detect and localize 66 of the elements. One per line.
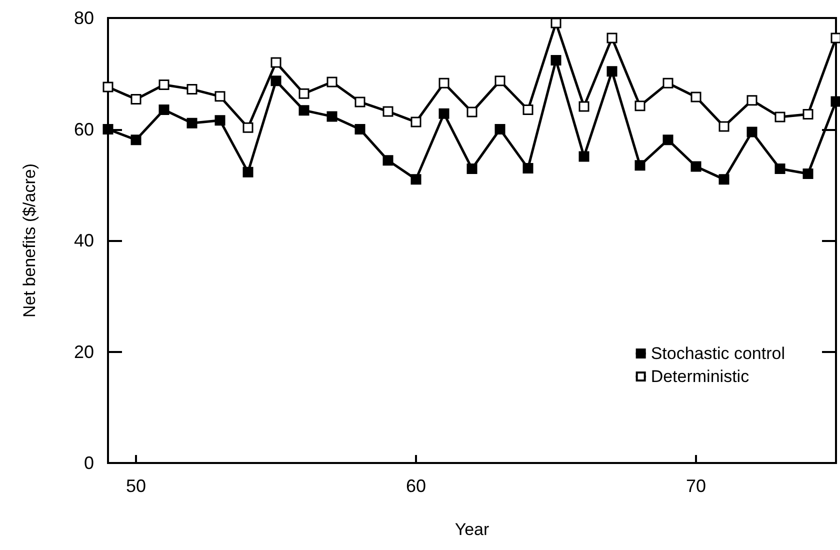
point xyxy=(186,118,198,128)
point xyxy=(298,88,310,99)
point xyxy=(746,95,758,106)
legend-label: Stochastic control xyxy=(650,344,786,363)
x-tick-label: 50 xyxy=(126,476,146,496)
x-tick-label: 60 xyxy=(406,476,426,496)
point xyxy=(214,91,226,102)
point xyxy=(382,155,394,166)
y-tick-label: 60 xyxy=(74,119,94,140)
point xyxy=(158,104,170,116)
point xyxy=(746,126,758,138)
x-tick-label: 70 xyxy=(686,476,706,496)
y-tick-label: 80 xyxy=(74,8,94,28)
point xyxy=(774,163,786,174)
point xyxy=(550,18,562,28)
point xyxy=(522,104,534,116)
point xyxy=(662,134,674,146)
point xyxy=(242,166,254,178)
point xyxy=(382,106,394,117)
point xyxy=(606,66,618,77)
point xyxy=(690,92,702,102)
point xyxy=(774,112,786,122)
point xyxy=(186,84,198,94)
x-axis-title: Year xyxy=(454,520,490,539)
point xyxy=(690,161,702,172)
point xyxy=(326,111,338,122)
y-axis-title: Net benefits ($/acre) xyxy=(20,163,39,318)
point xyxy=(158,80,170,90)
point xyxy=(438,108,450,119)
point xyxy=(802,168,814,179)
point xyxy=(718,174,730,185)
point xyxy=(830,96,840,107)
point xyxy=(354,124,366,134)
point xyxy=(130,94,142,104)
y-tick-label: 20 xyxy=(74,342,94,362)
point xyxy=(298,105,310,116)
point xyxy=(606,32,618,44)
point xyxy=(438,78,450,88)
point xyxy=(578,151,590,162)
point xyxy=(130,134,142,146)
point xyxy=(494,76,506,86)
point xyxy=(410,174,422,185)
point xyxy=(466,163,478,174)
point xyxy=(270,76,282,86)
point xyxy=(522,162,534,174)
point xyxy=(354,96,366,108)
point xyxy=(326,76,338,88)
y-tick-label: 0 xyxy=(84,453,94,473)
point xyxy=(270,57,282,68)
point xyxy=(214,115,226,126)
point xyxy=(550,55,562,66)
point xyxy=(662,78,674,88)
y-tick-label: 40 xyxy=(74,230,94,250)
point xyxy=(466,106,478,118)
point xyxy=(634,100,646,112)
point xyxy=(802,108,814,120)
point xyxy=(410,116,422,128)
point xyxy=(102,82,114,92)
point xyxy=(634,160,646,171)
point xyxy=(830,32,840,44)
point xyxy=(494,124,506,134)
point xyxy=(578,101,590,112)
point xyxy=(242,122,254,133)
point xyxy=(718,121,730,132)
point xyxy=(102,124,114,134)
legend-label: Deterministic xyxy=(650,367,750,386)
